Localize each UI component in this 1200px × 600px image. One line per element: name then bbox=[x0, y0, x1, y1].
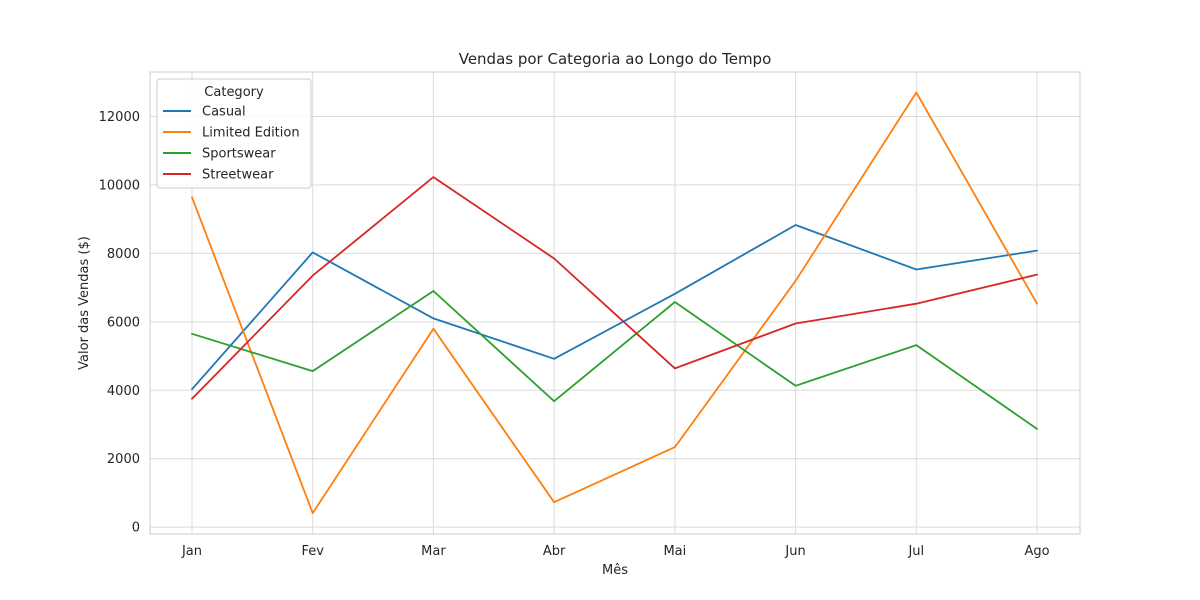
chart-title: Vendas por Categoria ao Longo do Tempo bbox=[459, 50, 772, 68]
x-tick-label: Abr bbox=[543, 544, 566, 559]
legend-label: Casual bbox=[202, 105, 246, 120]
x-tick-label: Jul bbox=[907, 544, 924, 559]
x-tick-label: Jun bbox=[784, 544, 805, 559]
legend-title: Category bbox=[204, 85, 264, 100]
y-axis-label: Valor das Vendas ($) bbox=[77, 236, 92, 370]
legend-label: Streetwear bbox=[202, 168, 274, 183]
series-layer bbox=[191, 91, 1038, 514]
legend-label: Sportswear bbox=[202, 147, 276, 162]
series-line-casual bbox=[191, 224, 1038, 391]
x-tick-label: Mar bbox=[421, 544, 446, 559]
y-tick-label: 4000 bbox=[107, 384, 140, 399]
y-tick-label: 8000 bbox=[107, 247, 140, 262]
y-tick-label: 0 bbox=[132, 521, 140, 536]
series-line-limited-edition bbox=[191, 91, 1038, 514]
grid bbox=[150, 72, 1080, 534]
series-line-streetwear bbox=[191, 176, 1038, 400]
x-tick-labels: Jan Fev Mar Abr Mai Jun Jul Ago bbox=[181, 544, 1050, 559]
x-tick-label: Ago bbox=[1024, 544, 1049, 559]
x-axis-label: Mês bbox=[602, 563, 628, 578]
legend-label: Limited Edition bbox=[202, 126, 300, 141]
y-tick-label: 12000 bbox=[99, 110, 140, 125]
y-tick-labels: 0 2000 4000 6000 8000 10000 12000 bbox=[99, 110, 140, 536]
y-tick-label: 2000 bbox=[107, 452, 140, 467]
x-tick-label: Mai bbox=[663, 544, 686, 559]
x-tick-label: Jan bbox=[181, 544, 202, 559]
legend-box bbox=[156, 78, 312, 189]
y-tick-label: 6000 bbox=[107, 315, 140, 330]
y-tick-label: 10000 bbox=[99, 178, 140, 193]
series-line-sportswear bbox=[191, 290, 1038, 430]
plot-frame bbox=[149, 71, 1081, 535]
legend: Category Casual Limited Edition Sportswear… bbox=[156, 78, 312, 189]
legend-items: Casual Limited Edition Sportswear Streetwea… bbox=[163, 105, 300, 183]
x-tick-label: Fev bbox=[301, 544, 324, 559]
